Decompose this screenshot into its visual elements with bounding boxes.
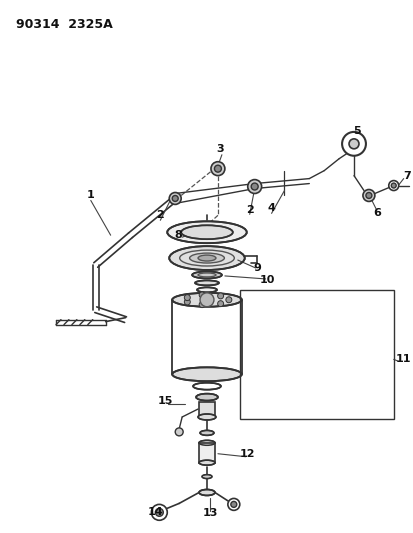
Ellipse shape bbox=[199, 440, 214, 445]
Ellipse shape bbox=[197, 255, 216, 261]
Text: 10: 10 bbox=[259, 275, 275, 285]
Text: 7: 7 bbox=[402, 171, 410, 181]
Ellipse shape bbox=[167, 221, 246, 243]
Circle shape bbox=[348, 139, 358, 149]
Text: 3: 3 bbox=[216, 144, 223, 154]
Circle shape bbox=[247, 180, 261, 193]
Text: 11: 11 bbox=[395, 354, 411, 365]
Circle shape bbox=[390, 183, 395, 188]
Circle shape bbox=[199, 293, 214, 306]
Circle shape bbox=[155, 508, 163, 516]
Circle shape bbox=[184, 295, 190, 301]
Circle shape bbox=[341, 132, 365, 156]
Ellipse shape bbox=[192, 383, 221, 390]
Text: 8: 8 bbox=[174, 230, 182, 240]
Circle shape bbox=[225, 297, 231, 303]
Bar bbox=[199, 443, 214, 463]
Bar bbox=[199, 402, 214, 416]
Ellipse shape bbox=[199, 489, 214, 496]
Circle shape bbox=[251, 183, 258, 190]
Ellipse shape bbox=[172, 293, 241, 306]
Ellipse shape bbox=[192, 271, 221, 278]
Circle shape bbox=[217, 301, 223, 306]
Circle shape bbox=[217, 293, 223, 299]
Circle shape bbox=[172, 196, 178, 201]
Text: 13: 13 bbox=[202, 508, 217, 518]
Text: 2: 2 bbox=[156, 211, 164, 220]
Text: 12: 12 bbox=[240, 449, 255, 459]
Text: 14: 14 bbox=[147, 507, 163, 518]
Ellipse shape bbox=[199, 460, 214, 465]
Ellipse shape bbox=[172, 367, 241, 381]
Ellipse shape bbox=[197, 414, 216, 420]
Circle shape bbox=[362, 190, 374, 201]
Circle shape bbox=[175, 428, 183, 436]
Circle shape bbox=[230, 502, 236, 507]
Ellipse shape bbox=[202, 474, 211, 479]
Circle shape bbox=[199, 302, 204, 308]
Circle shape bbox=[227, 498, 239, 511]
Circle shape bbox=[211, 161, 224, 175]
Circle shape bbox=[365, 192, 371, 198]
Text: 1: 1 bbox=[87, 190, 95, 200]
Ellipse shape bbox=[181, 225, 232, 239]
Text: 6: 6 bbox=[372, 208, 380, 219]
Text: 90314  2325A: 90314 2325A bbox=[16, 18, 113, 31]
Bar bbox=[239, 290, 393, 419]
Text: 15: 15 bbox=[157, 396, 173, 406]
Ellipse shape bbox=[195, 280, 218, 285]
Ellipse shape bbox=[189, 253, 224, 263]
Circle shape bbox=[199, 292, 204, 298]
Circle shape bbox=[169, 192, 181, 205]
Ellipse shape bbox=[199, 430, 214, 435]
Ellipse shape bbox=[196, 394, 217, 401]
Text: 5: 5 bbox=[352, 126, 360, 136]
Text: 9: 9 bbox=[253, 263, 261, 273]
Text: 4: 4 bbox=[267, 204, 275, 213]
Ellipse shape bbox=[169, 246, 244, 270]
Text: 2: 2 bbox=[245, 205, 253, 215]
Circle shape bbox=[151, 504, 167, 520]
Circle shape bbox=[184, 299, 190, 305]
Circle shape bbox=[388, 181, 398, 190]
Ellipse shape bbox=[197, 287, 216, 292]
Circle shape bbox=[214, 165, 221, 172]
